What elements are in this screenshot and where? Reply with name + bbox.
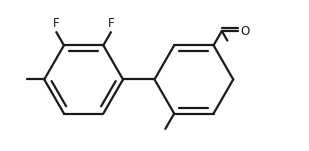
Text: F: F — [108, 17, 114, 30]
Text: F: F — [53, 17, 60, 30]
Text: O: O — [241, 24, 250, 37]
